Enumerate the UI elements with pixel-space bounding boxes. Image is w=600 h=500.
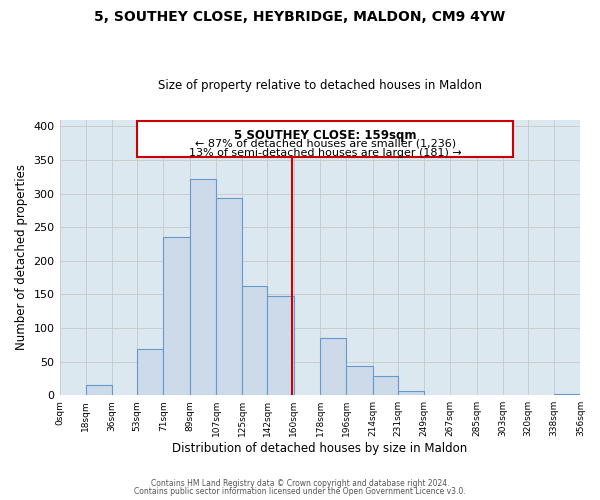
Bar (216, 198, 242, 395)
Text: 5, SOUTHEY CLOSE, HEYBRIDGE, MALDON, CM9 4YW: 5, SOUTHEY CLOSE, HEYBRIDGE, MALDON, CM9… (94, 10, 506, 24)
Bar (137, 350, 163, 395)
FancyBboxPatch shape (137, 121, 513, 156)
Bar (86, 385, 112, 395)
Text: 13% of semi-detached houses are larger (181) →: 13% of semi-detached houses are larger (… (189, 148, 461, 158)
Text: Contains HM Land Registry data © Crown copyright and database right 2024.: Contains HM Land Registry data © Crown c… (151, 478, 449, 488)
X-axis label: Distribution of detached houses by size in Maldon: Distribution of detached houses by size … (172, 442, 467, 455)
Bar (268, 296, 293, 395)
Bar (554, 394, 580, 395)
Y-axis label: Number of detached properties: Number of detached properties (15, 164, 28, 350)
Bar (398, 391, 424, 395)
Text: Contains public sector information licensed under the Open Government Licence v3: Contains public sector information licen… (134, 487, 466, 496)
Bar (346, 366, 373, 395)
Text: ← 87% of detached houses are smaller (1,236): ← 87% of detached houses are smaller (1,… (194, 138, 456, 148)
Bar (190, 180, 216, 395)
Bar (320, 338, 346, 395)
Bar (373, 376, 398, 395)
Text: 5 SOUTHEY CLOSE: 159sqm: 5 SOUTHEY CLOSE: 159sqm (234, 129, 416, 142)
Bar (242, 286, 268, 395)
Title: Size of property relative to detached houses in Maldon: Size of property relative to detached ho… (158, 79, 482, 92)
Bar (163, 237, 190, 395)
